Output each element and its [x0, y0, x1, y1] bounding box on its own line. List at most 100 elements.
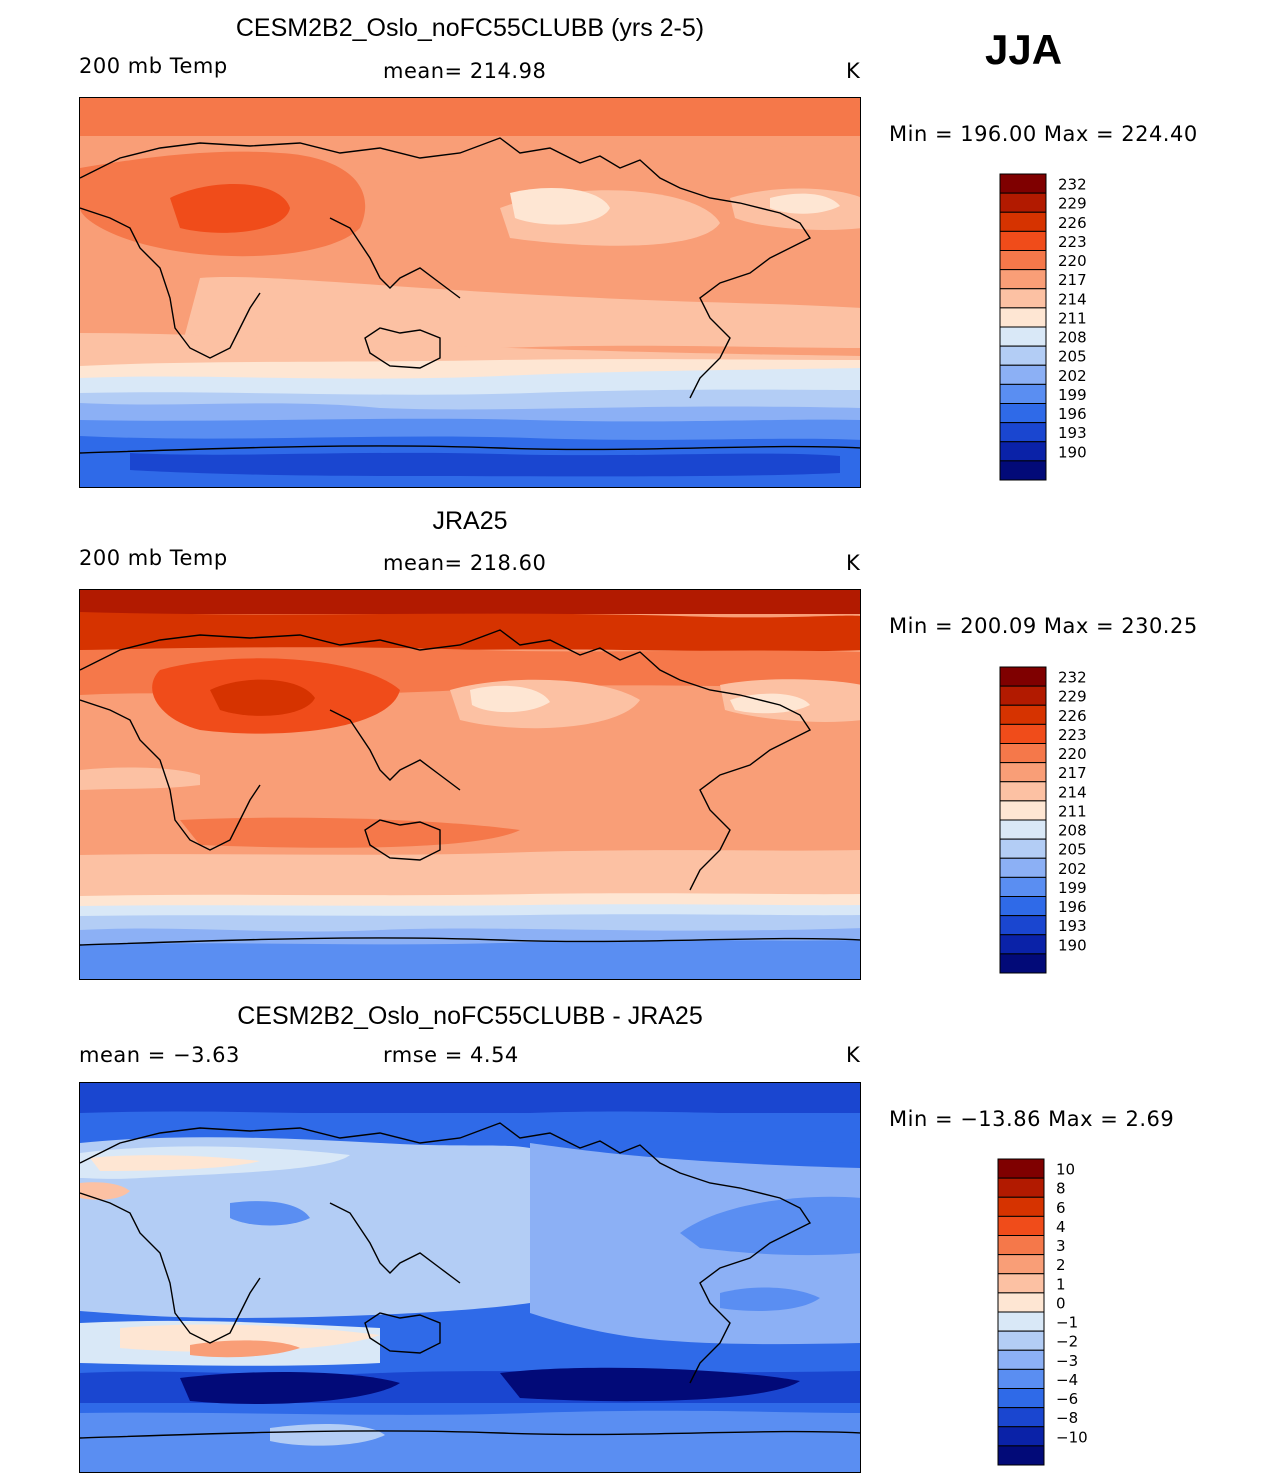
colorbar-tick-label: 217 [1058, 764, 1087, 782]
colorbar-tick-label: −3 [1056, 1352, 1078, 1370]
colorbar-tick-label: −8 [1056, 1409, 1078, 1427]
colorbar-tick-label: 217 [1058, 271, 1087, 289]
colorbar-tick-label: 208 [1058, 329, 1087, 347]
colorbar-tick-label: 1 [1056, 1275, 1066, 1293]
colorbar-tick-label: 214 [1058, 290, 1087, 308]
colorbar-tick-label: 208 [1058, 822, 1087, 840]
colorbar-tick-label: 211 [1058, 309, 1087, 327]
variable-label: 200 mb Temp [79, 546, 228, 570]
colorbar-swatch [997, 1407, 1045, 1428]
colorbar-swatch [997, 1215, 1045, 1236]
colorbar-swatch [999, 173, 1047, 194]
colorbar-swatch [999, 269, 1047, 290]
colorbar-swatch [999, 307, 1047, 328]
colorbar-swatch [997, 1235, 1045, 1256]
colorbar-tick-label: 190 [1058, 443, 1087, 461]
colorbar-tick-label: 193 [1058, 424, 1087, 442]
units-label: K [846, 551, 861, 575]
colorbar-swatch [997, 1388, 1045, 1409]
colorbar-tick-label: 220 [1058, 252, 1087, 270]
colorbar-tick-label: 205 [1058, 348, 1087, 366]
colorbar-tick-label: 196 [1058, 405, 1087, 423]
colorbar-swatch [997, 1254, 1045, 1275]
colorbar-swatch [999, 762, 1047, 783]
season-label: JJA [985, 26, 1063, 73]
colorbar-tick-label: 220 [1058, 745, 1087, 763]
colorbar-swatch [999, 192, 1047, 213]
colorbar-tick-label: 205 [1058, 841, 1087, 859]
map-plot [79, 589, 861, 980]
mean-label: mean= 218.60 [383, 551, 547, 575]
colorbar-swatch [997, 1292, 1045, 1313]
colorbar-tick-label: 4 [1056, 1218, 1066, 1236]
colorbar-swatch [999, 953, 1047, 974]
colorbar-tick-label: 226 [1058, 214, 1087, 232]
colorbar-swatch [997, 1196, 1045, 1217]
colorbar-tick-label: 6 [1056, 1199, 1066, 1217]
colorbar-swatch [999, 857, 1047, 878]
map-plot [79, 1082, 861, 1473]
colorbar-tick-label: −4 [1056, 1371, 1078, 1389]
colorbar-tick-label: 232 [1058, 669, 1087, 687]
colorbar-swatch [997, 1311, 1045, 1332]
colorbar-swatch [999, 685, 1047, 706]
colorbar-tick-label: 199 [1058, 386, 1087, 404]
colorbar-tick-label: 211 [1058, 802, 1087, 820]
colorbar-swatch [999, 819, 1047, 840]
minmax-label: Min = 200.09 Max = 230.25 [889, 614, 1198, 638]
colorbar-tick-label: −10 [1056, 1428, 1088, 1446]
colorbar-swatch [999, 250, 1047, 271]
colorbar-swatch [999, 345, 1047, 366]
panel-title: JRA25 [432, 507, 508, 535]
colorbar-swatch [999, 383, 1047, 404]
colorbar-swatch [999, 781, 1047, 802]
colorbar-swatch [997, 1177, 1045, 1198]
colorbar-swatch [999, 666, 1047, 687]
colorbar-swatch [999, 288, 1047, 309]
colorbar-swatch [997, 1330, 1045, 1351]
colorbar-swatch [997, 1273, 1045, 1294]
colorbar-tick-label: 202 [1058, 367, 1087, 385]
map-plot [79, 97, 861, 488]
minmax-label: Min = −13.86 Max = 2.69 [889, 1107, 1175, 1131]
colorbar-tick-label: 223 [1058, 233, 1087, 251]
colorbar-tick-label: 232 [1058, 176, 1087, 194]
colorbar-swatch [999, 422, 1047, 443]
mean-label: mean = −3.63 [79, 1043, 240, 1067]
colorbar-swatch [999, 364, 1047, 385]
colorbar-swatch [999, 723, 1047, 744]
colorbar: 10 8 6 4 3 2 1 0 −1 −2 −3 −4 −6 −8 −10 [996, 1157, 1116, 1467]
colorbar-swatch [999, 915, 1047, 936]
colorbar-swatch [999, 441, 1047, 462]
colorbar-tick-label: 10 [1056, 1161, 1075, 1179]
colorbar-tick-label: −1 [1056, 1314, 1078, 1332]
units-label: K [846, 59, 861, 83]
colorbar-swatch [999, 743, 1047, 764]
colorbar: 232 229 226 223 220 217 214 211 208 205 202 199 196 1… [998, 665, 1118, 975]
colorbar-swatch [999, 838, 1047, 859]
colorbar-swatch [999, 934, 1047, 955]
units-label: K [846, 1043, 861, 1067]
colorbar-tick-label: 199 [1058, 879, 1087, 897]
colorbar-tick-label: 202 [1058, 860, 1087, 878]
mean-label: mean= 214.98 [383, 59, 547, 83]
colorbar-swatch [999, 211, 1047, 232]
colorbar-tick-label: 193 [1058, 917, 1087, 935]
colorbar-tick-label: 226 [1058, 707, 1087, 725]
colorbar-tick-label: 3 [1056, 1237, 1066, 1255]
colorbar-swatch [999, 896, 1047, 917]
rmse-label: rmse = 4.54 [383, 1043, 519, 1067]
colorbar-tick-label: 2 [1056, 1256, 1066, 1274]
colorbar-tick-label: 190 [1058, 936, 1087, 954]
colorbar-swatch [999, 326, 1047, 347]
colorbar-tick-label: 214 [1058, 783, 1087, 801]
variable-label: 200 mb Temp [79, 54, 228, 78]
colorbar-swatch [999, 460, 1047, 481]
colorbar-tick-label: −6 [1056, 1390, 1078, 1408]
colorbar: 232 229 226 223 220 217 214 211 208 205 202 199 196 1… [998, 172, 1118, 482]
colorbar-tick-label: 229 [1058, 688, 1087, 706]
colorbar-tick-label: 8 [1056, 1180, 1066, 1198]
colorbar-swatch [999, 704, 1047, 725]
colorbar-swatch [999, 403, 1047, 424]
colorbar-swatch [997, 1445, 1045, 1466]
